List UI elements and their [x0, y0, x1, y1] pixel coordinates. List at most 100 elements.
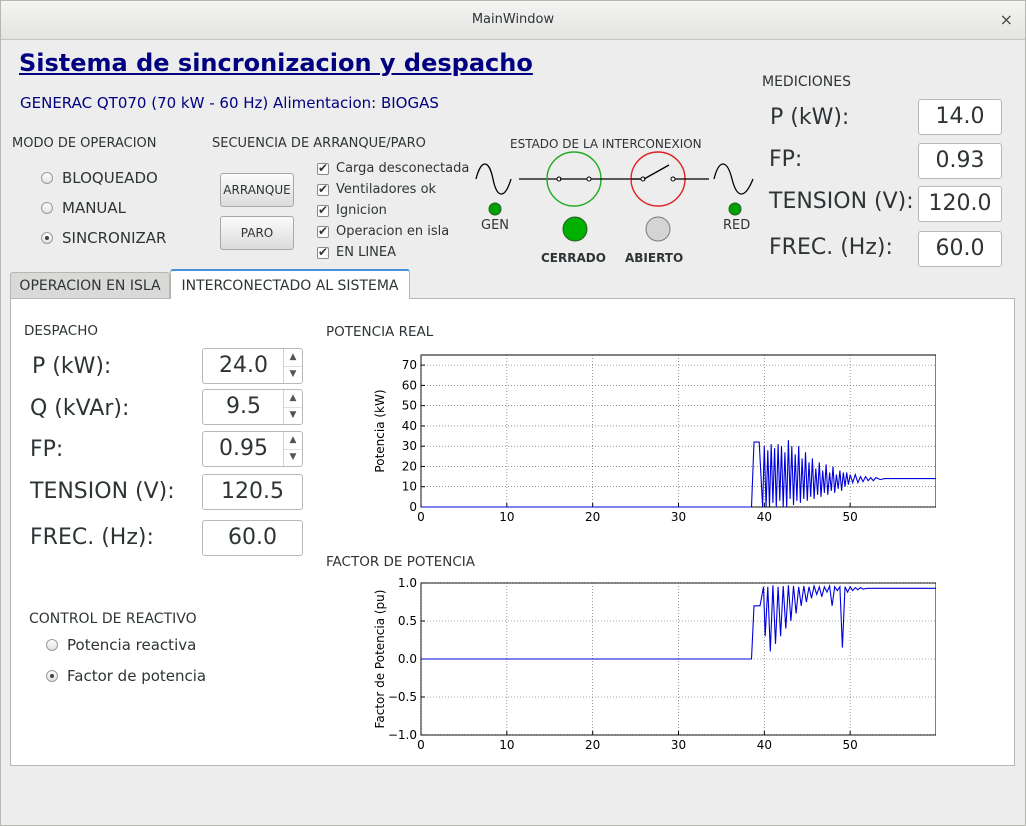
- closed-indicator-icon: [562, 216, 588, 242]
- chart-factor-potencia: 0 10 20 30 40 50 −1.0 −0.5 0.0 0.5 1.0 Factor de Po…: [373, 576, 936, 752]
- radio-indicator[interactable]: [46, 669, 58, 682]
- spin-down-icon[interactable]: ▼: [283, 449, 302, 466]
- y-tick-label: 50: [402, 399, 417, 413]
- y-tick-label: 0.0: [398, 652, 417, 666]
- check-en-linea[interactable]: EN LINEA: [317, 242, 469, 263]
- desp-frec-label: FREC. (Hz):: [30, 525, 154, 550]
- y-tick-label: 30: [402, 439, 417, 453]
- close-icon[interactable]: ×: [999, 10, 1013, 29]
- tab-operacion-isla[interactable]: OPERACION EN ISLA: [10, 272, 170, 299]
- radio-indicator[interactable]: [46, 638, 58, 651]
- x-tick-label: 40: [757, 510, 772, 524]
- desp-fp-spinbox[interactable]: 0.95 ▲ ▼: [202, 431, 303, 467]
- desp-fp-label: FP:: [30, 437, 64, 462]
- med-p-value: 14.0: [918, 99, 1002, 135]
- sequence-checklist: Carga desconectada Ventiladores ok Ignic…: [317, 158, 469, 263]
- page-title: Sistema de sincronizacion y despacho: [19, 49, 533, 77]
- y-axis-label: Potencia (kW): [373, 389, 387, 472]
- radio-indicator[interactable]: [41, 202, 53, 214]
- x-tick-label: 50: [843, 738, 858, 752]
- x-tick-label: 30: [671, 510, 686, 524]
- check-carga[interactable]: Carga desconectada: [317, 158, 469, 179]
- y-tick-label: 20: [402, 459, 417, 473]
- med-fp-label: FP:: [769, 147, 803, 172]
- checkbox[interactable]: [317, 224, 329, 238]
- chart-potencia-real: 0 10 20 30 40 50 0 10 20 30 40 50 60 70 Potencia (kW): [373, 354, 936, 524]
- check-ignicion[interactable]: Ignicion: [317, 200, 469, 221]
- series-line: [421, 440, 936, 508]
- spinbox-value[interactable]: 24.0: [219, 353, 268, 378]
- desp-p-label: P (kW):: [32, 354, 112, 379]
- y-axis-label: Factor de Potencia (pu): [373, 590, 387, 729]
- checkbox[interactable]: [317, 245, 329, 259]
- med-fp-value: 0.93: [918, 143, 1002, 179]
- x-tick-label: 20: [585, 738, 600, 752]
- series-line: [421, 583, 936, 660]
- radio-label: Potencia reactiva: [67, 635, 197, 654]
- y-tick-label: 70: [402, 358, 417, 372]
- red-indicator-icon: [728, 202, 742, 216]
- red-label: RED: [723, 218, 751, 233]
- x-tick-label: 20: [585, 510, 600, 524]
- arranque-button[interactable]: ARRANQUE: [220, 173, 294, 207]
- check-label: Ventiladores ok: [336, 182, 437, 197]
- x-tick-label: 30: [671, 738, 686, 752]
- spinbox-value[interactable]: 9.5: [226, 394, 261, 419]
- radio-indicator[interactable]: [41, 232, 53, 244]
- desp-p-spinbox[interactable]: 24.0 ▲ ▼: [202, 348, 303, 384]
- desp-tension-input[interactable]: 120.5: [202, 474, 303, 510]
- radio-potencia-reactiva[interactable]: Potencia reactiva: [46, 629, 206, 660]
- secuencia-title: SECUENCIA DE ARRANQUE/PARO: [212, 136, 426, 151]
- desp-tension-label: TENSION (V):: [30, 479, 175, 504]
- y-tick-label: 40: [402, 419, 417, 433]
- equipment-subtitle: GENERAC QT070 (70 kW - 60 Hz) Alimentaci…: [20, 94, 439, 112]
- med-p-label: P (kW):: [770, 105, 850, 130]
- spin-down-icon[interactable]: ▼: [283, 407, 302, 424]
- closed-label: CERRADO: [541, 251, 606, 265]
- x-tick-label: 50: [843, 510, 858, 524]
- open-indicator-icon: [645, 216, 671, 242]
- med-frec-label: FREC. (Hz):: [769, 235, 893, 260]
- radio-label: SINCRONIZAR: [62, 229, 167, 247]
- chart-fp-title: FACTOR DE POTENCIA: [326, 554, 475, 570]
- spin-up-icon[interactable]: ▲: [283, 349, 302, 367]
- open-label: ABIERTO: [625, 251, 684, 265]
- paro-button[interactable]: PARO: [220, 216, 294, 250]
- radio-label: MANUAL: [62, 199, 127, 217]
- checkbox[interactable]: [317, 161, 329, 175]
- spinbox-value[interactable]: 0.95: [219, 436, 268, 461]
- interconnection-diagram: [475, 151, 754, 242]
- window-title: MainWindow: [471, 12, 555, 27]
- y-tick-label: 1.0: [398, 576, 417, 590]
- radio-bloqueado[interactable]: BLOQUEADO: [41, 163, 166, 193]
- check-label: EN LINEA: [336, 245, 396, 260]
- radio-sincronizar[interactable]: SINCRONIZAR: [41, 223, 166, 253]
- checkbox[interactable]: [317, 182, 329, 196]
- chart-potencia-title: POTENCIA REAL: [326, 324, 434, 340]
- grid-sine-icon: [713, 163, 754, 195]
- spin-up-icon[interactable]: ▲: [283, 390, 302, 408]
- check-label: Operacion en isla: [336, 224, 450, 239]
- check-isla[interactable]: Operacion en isla: [317, 221, 469, 242]
- tab-panel: DESPACHO P (kW): 24.0 ▲ ▼ Q (kVAr): 9.5 …: [10, 298, 1015, 766]
- modo-title: MODO DE OPERACION: [12, 136, 157, 151]
- check-ventiladores[interactable]: Ventiladores ok: [317, 179, 469, 200]
- radio-indicator[interactable]: [41, 172, 53, 184]
- desp-frec-input[interactable]: 60.0: [202, 520, 303, 556]
- gen-indicator-icon: [488, 202, 502, 216]
- y-tick-label: 10: [402, 480, 417, 494]
- y-tick-label: 0.5: [398, 614, 417, 628]
- radio-manual[interactable]: MANUAL: [41, 193, 166, 223]
- y-tick-label: −1.0: [388, 728, 417, 742]
- tab-interconectado[interactable]: INTERCONECTADO AL SISTEMA: [170, 269, 410, 299]
- spin-down-icon[interactable]: ▼: [283, 366, 302, 383]
- desp-q-spinbox[interactable]: 9.5 ▲ ▼: [202, 389, 303, 425]
- control-reactivo-title: CONTROL DE REACTIVO: [29, 611, 197, 627]
- med-tension-value: 120.0: [918, 186, 1002, 222]
- checkbox[interactable]: [317, 203, 329, 217]
- radio-factor-potencia[interactable]: Factor de potencia: [46, 660, 206, 691]
- gen-label: GEN: [481, 218, 510, 233]
- spin-up-icon[interactable]: ▲: [283, 432, 302, 450]
- radio-label: Factor de potencia: [67, 666, 207, 685]
